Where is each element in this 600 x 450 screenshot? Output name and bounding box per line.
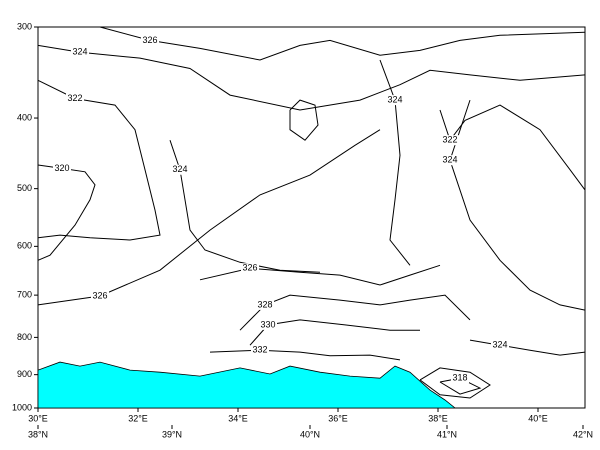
contour-label-bg	[386, 95, 404, 106]
terrain	[37, 361, 457, 409]
x-tick-label: 30°E	[28, 413, 48, 423]
contour-line	[199, 264, 441, 286]
contour-line	[99, 26, 586, 61]
y-tick-label: 300	[17, 21, 32, 31]
y-tick-label: 800	[17, 332, 32, 342]
contour-label-bg	[256, 299, 274, 310]
contour-label: 322	[442, 135, 457, 145]
x-tick-label: 34°E	[228, 413, 248, 423]
contour-line	[209, 349, 401, 361]
x-tick-label: 40°E	[528, 413, 548, 423]
x-tick-label: 32°E	[128, 413, 148, 423]
contour-label: 326	[242, 263, 257, 273]
x-tick-label: 36°E	[328, 413, 348, 423]
contour-line	[439, 104, 586, 191]
contour-line	[469, 339, 586, 356]
contour-label-bg	[251, 345, 269, 356]
y-tick-label: 700	[17, 290, 32, 300]
x-tick-label: 38°E	[428, 413, 448, 423]
x-tick-label-secondary: 42°N	[573, 429, 593, 439]
plot-frame	[37, 26, 586, 409]
contour-label-bg	[91, 291, 109, 302]
contour-label-bg	[141, 35, 159, 46]
contour-label-bg	[241, 263, 259, 274]
contour-label: 324	[387, 95, 402, 105]
contour-label: 324	[442, 155, 457, 165]
contour-line	[37, 164, 96, 261]
contour-label-bg	[441, 155, 459, 166]
contour-line	[379, 59, 411, 266]
contour-label-bg	[451, 373, 469, 384]
y-tick-label: 400	[17, 112, 32, 122]
contour-label: 328	[257, 299, 272, 309]
contour-line	[449, 99, 586, 311]
contour-label-bg	[53, 163, 71, 174]
x-tick-label-secondary: 39°N	[162, 429, 182, 439]
contour-label-bg	[441, 135, 459, 146]
contour-line	[37, 44, 586, 111]
contour-label: 318	[452, 373, 467, 383]
contour-label: 332	[252, 345, 267, 355]
contour-label: 320	[54, 163, 69, 173]
contour-line	[419, 367, 491, 399]
x-tick-label-secondary: 40°N	[300, 429, 320, 439]
contour-label: 324	[492, 340, 507, 350]
contour-line	[37, 79, 161, 241]
contour-label: 326	[92, 290, 107, 300]
y-tick-label: 500	[17, 183, 32, 193]
contour-label-bg	[66, 93, 84, 104]
contour-label: 324	[172, 164, 187, 174]
contour-line	[289, 99, 319, 141]
y-tick-label: 900	[17, 369, 32, 379]
contour-label-bg	[171, 164, 189, 175]
contour-label: 322	[67, 93, 82, 103]
y-tick-label: 600	[17, 241, 32, 251]
contour-label-bg	[71, 47, 89, 58]
contour-label: 330	[260, 319, 275, 329]
x-tick-label-secondary: 38°N	[28, 429, 48, 439]
contour-label-bg	[259, 319, 277, 330]
x-tick-label-secondary: 41°N	[437, 429, 457, 439]
y-tick-label: 1000	[12, 402, 32, 412]
contour-line	[169, 140, 321, 273]
contour-label: 324	[72, 47, 87, 57]
contour-label: 326	[142, 35, 157, 45]
contour-line	[37, 129, 381, 306]
contour-label-bg	[491, 340, 509, 351]
